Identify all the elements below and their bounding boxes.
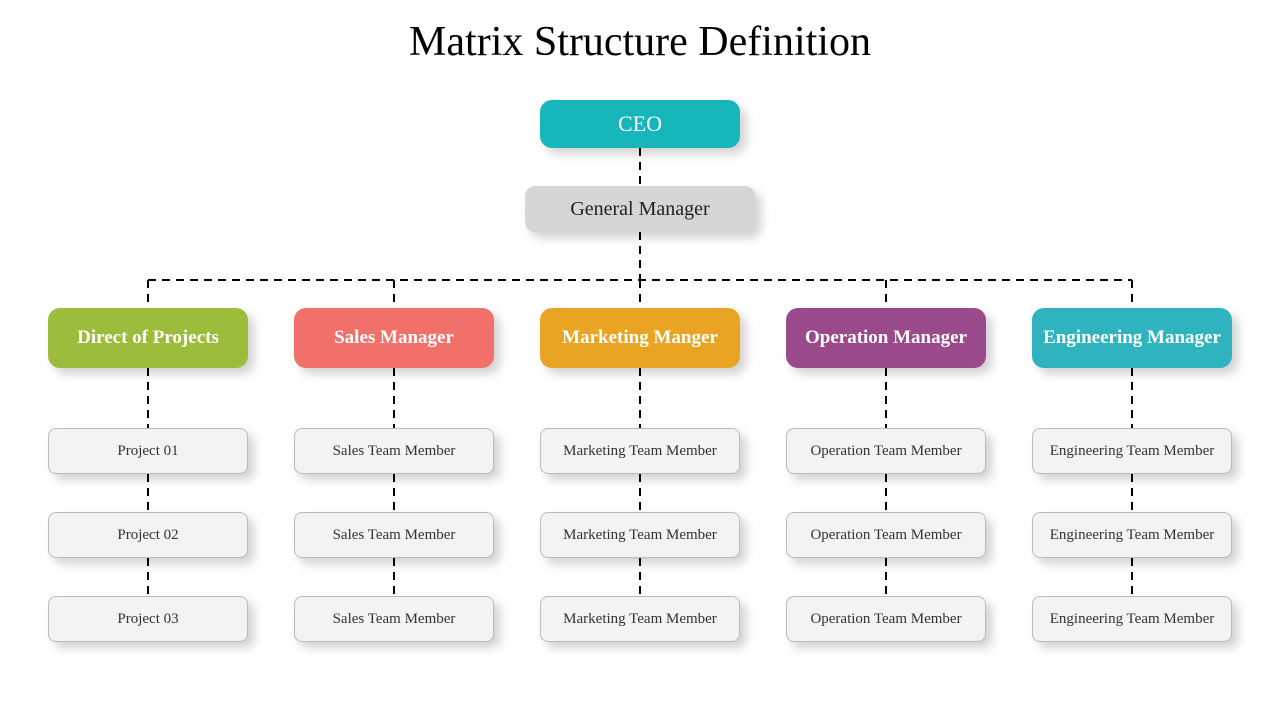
- node-general-manager: General Manager: [525, 186, 755, 232]
- node-manager-3: Operation Manager: [786, 308, 986, 368]
- node-member-2-2: Marketing Team Member: [540, 596, 740, 642]
- node-member-3-0: Operation Team Member: [786, 428, 986, 474]
- node-member-3-1: Operation Team Member: [786, 512, 986, 558]
- node-manager-1: Sales Manager: [294, 308, 494, 368]
- node-member-4-1: Engineering Team Member: [1032, 512, 1232, 558]
- node-member-0-1: Project 02: [48, 512, 248, 558]
- node-member-2-1: Marketing Team Member: [540, 512, 740, 558]
- node-member-4-2: Engineering Team Member: [1032, 596, 1232, 642]
- node-member-4-0: Engineering Team Member: [1032, 428, 1232, 474]
- node-ceo: CEO: [540, 100, 740, 148]
- node-member-2-0: Marketing Team Member: [540, 428, 740, 474]
- node-member-1-2: Sales Team Member: [294, 596, 494, 642]
- node-member-0-0: Project 01: [48, 428, 248, 474]
- node-manager-0: Direct of Projects: [48, 308, 248, 368]
- node-member-1-1: Sales Team Member: [294, 512, 494, 558]
- node-manager-2: Marketing Manger: [540, 308, 740, 368]
- page-title: Matrix Structure Definition: [0, 18, 1280, 66]
- node-member-1-0: Sales Team Member: [294, 428, 494, 474]
- node-member-3-2: Operation Team Member: [786, 596, 986, 642]
- node-manager-4: Engineering Manager: [1032, 308, 1232, 368]
- node-member-0-2: Project 03: [48, 596, 248, 642]
